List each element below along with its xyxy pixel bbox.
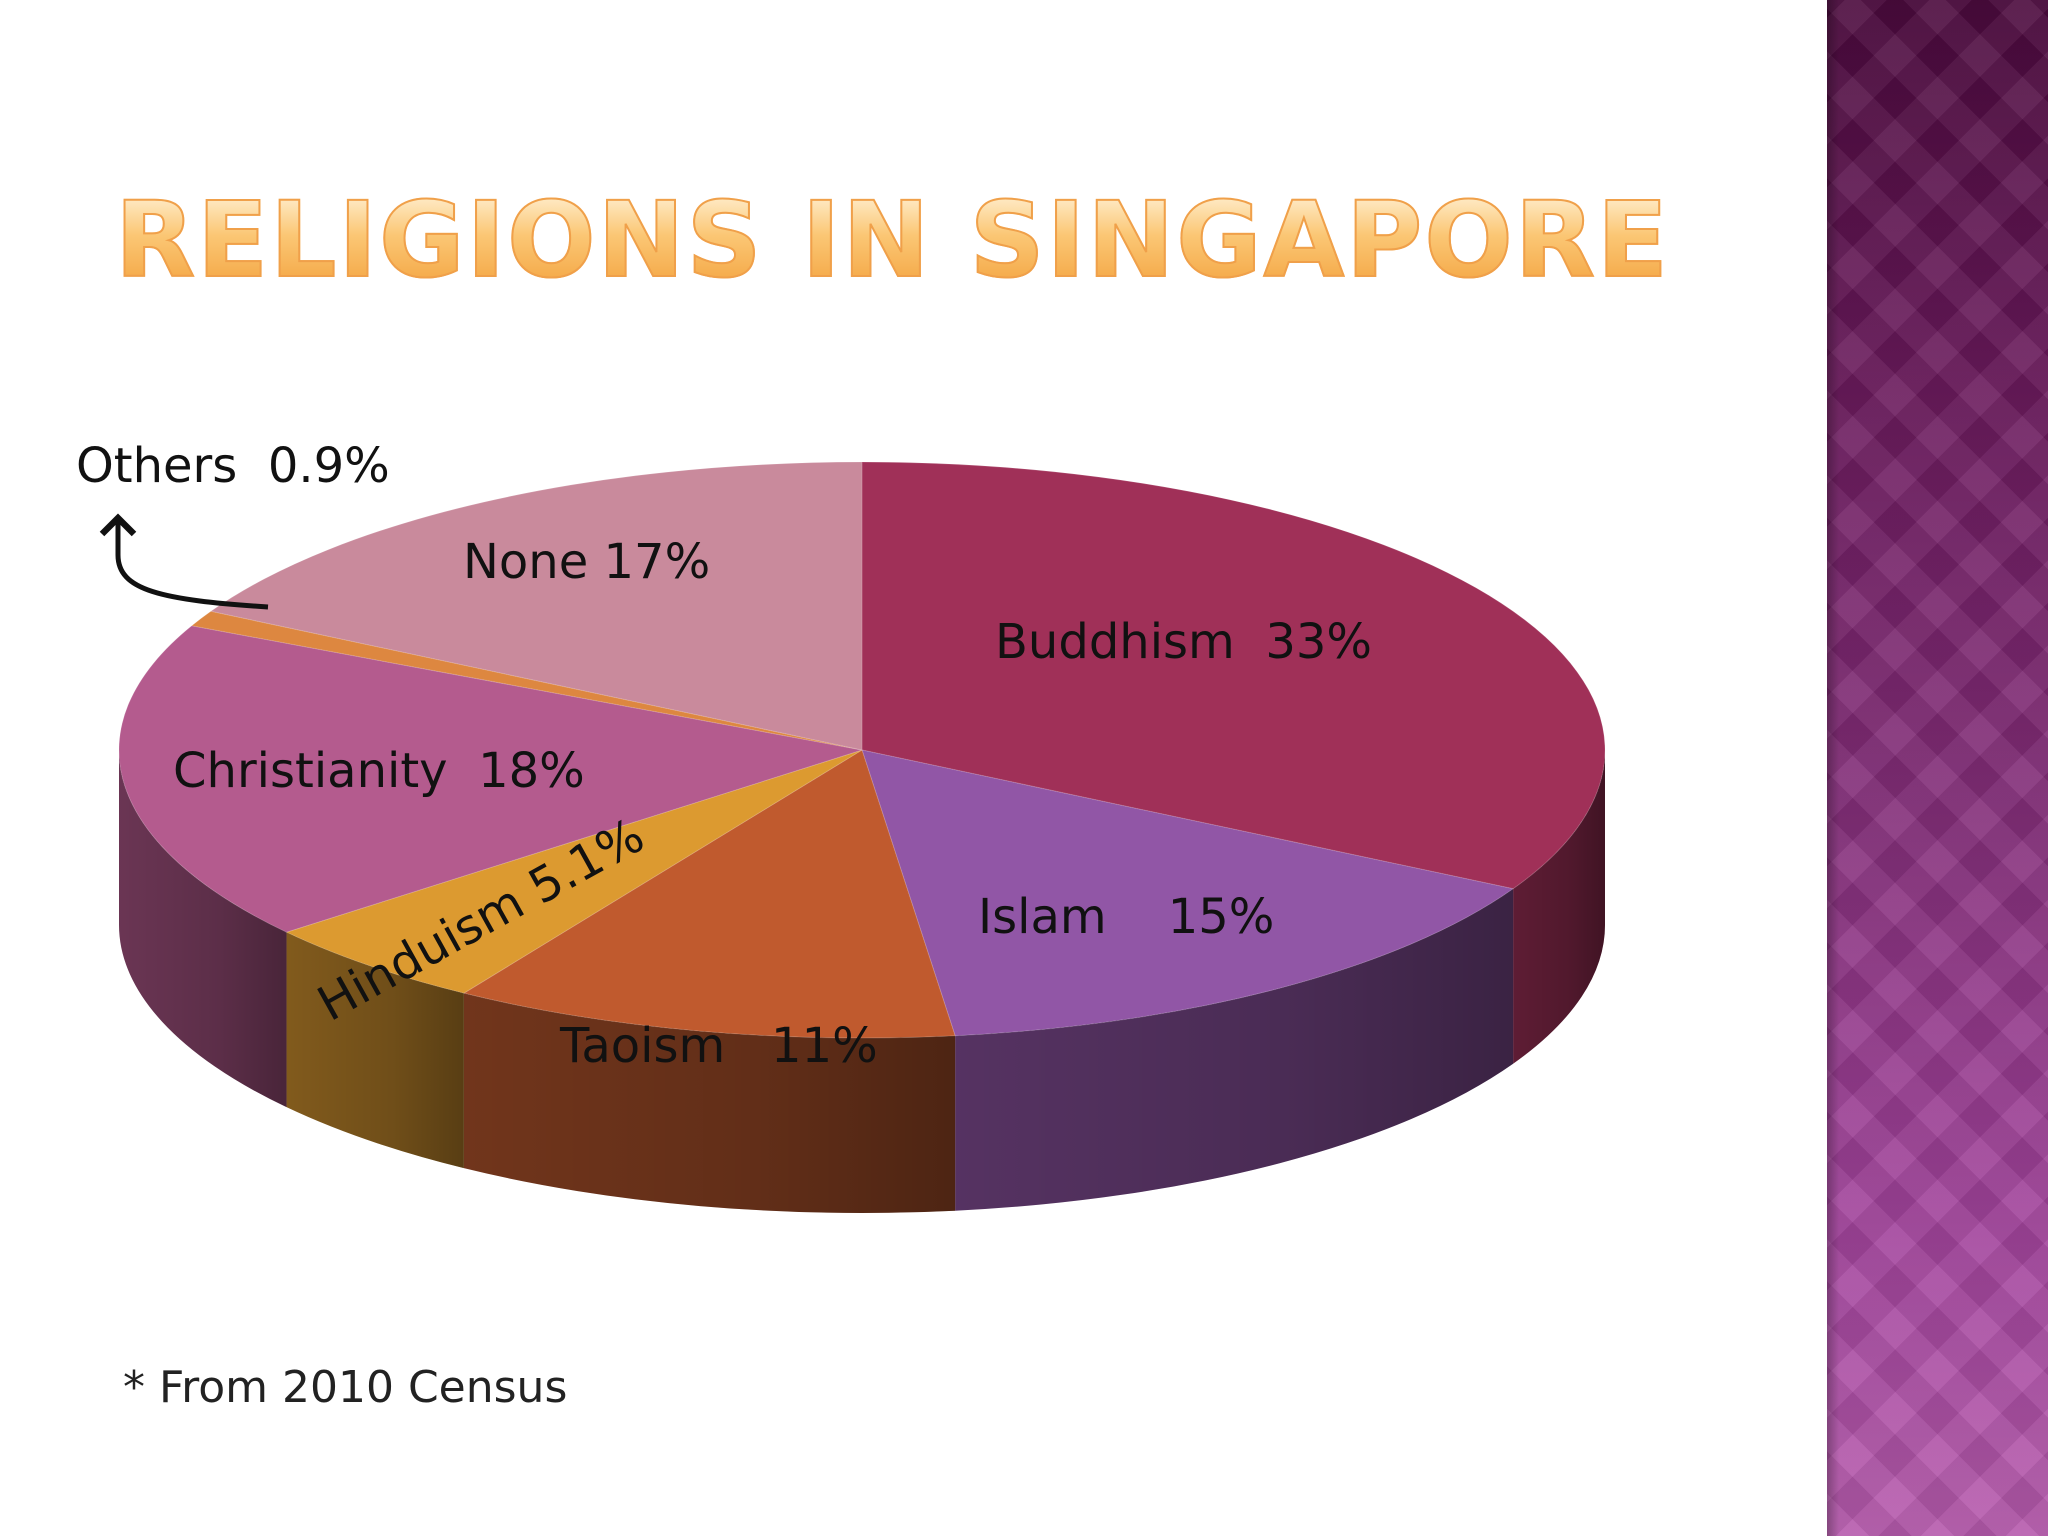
- data-label-christianity: Christianity 18%: [173, 743, 585, 799]
- slice-christianity: [118, 625, 863, 933]
- slide-title: Religions in Singapore: [114, 179, 1670, 301]
- decorative-side-band: [1827, 0, 2048, 1536]
- data-label-taoism: Taoism 11%: [559, 1018, 878, 1074]
- pie-chart: Buddhism 33%Islam 15%Taoism 11%Hinduism …: [76, 438, 1606, 1213]
- slice-side-shading-hinduism: [286, 932, 464, 1169]
- data-label-buddhism: Buddhism 33%: [995, 614, 1372, 670]
- slice-islam: [861, 749, 1515, 1037]
- data-label-islam: Islam 15%: [978, 889, 1274, 945]
- slice-hinduism: [285, 749, 863, 994]
- slice-others: [190, 610, 863, 751]
- slice-buddhism: [861, 461, 1606, 890]
- slice-taoism: [462, 749, 956, 1039]
- data-label-others: Others 0.9%: [76, 438, 390, 494]
- others-callout-arrow: [99, 513, 269, 610]
- pie-slices: [118, 461, 1606, 1039]
- source-footnote: * From 2010 Census: [123, 1362, 568, 1413]
- pie-sides: [119, 750, 1605, 1213]
- slice-side-shading-taoism: [463, 993, 956, 1213]
- data-label-none: None 17%: [463, 534, 710, 590]
- slice-side-shading-christianity: [119, 750, 287, 1108]
- slice-none: [209, 461, 863, 751]
- slice-side-shading-islam: [955, 888, 1514, 1211]
- slice-side-shading-buddhism: [1513, 750, 1605, 1064]
